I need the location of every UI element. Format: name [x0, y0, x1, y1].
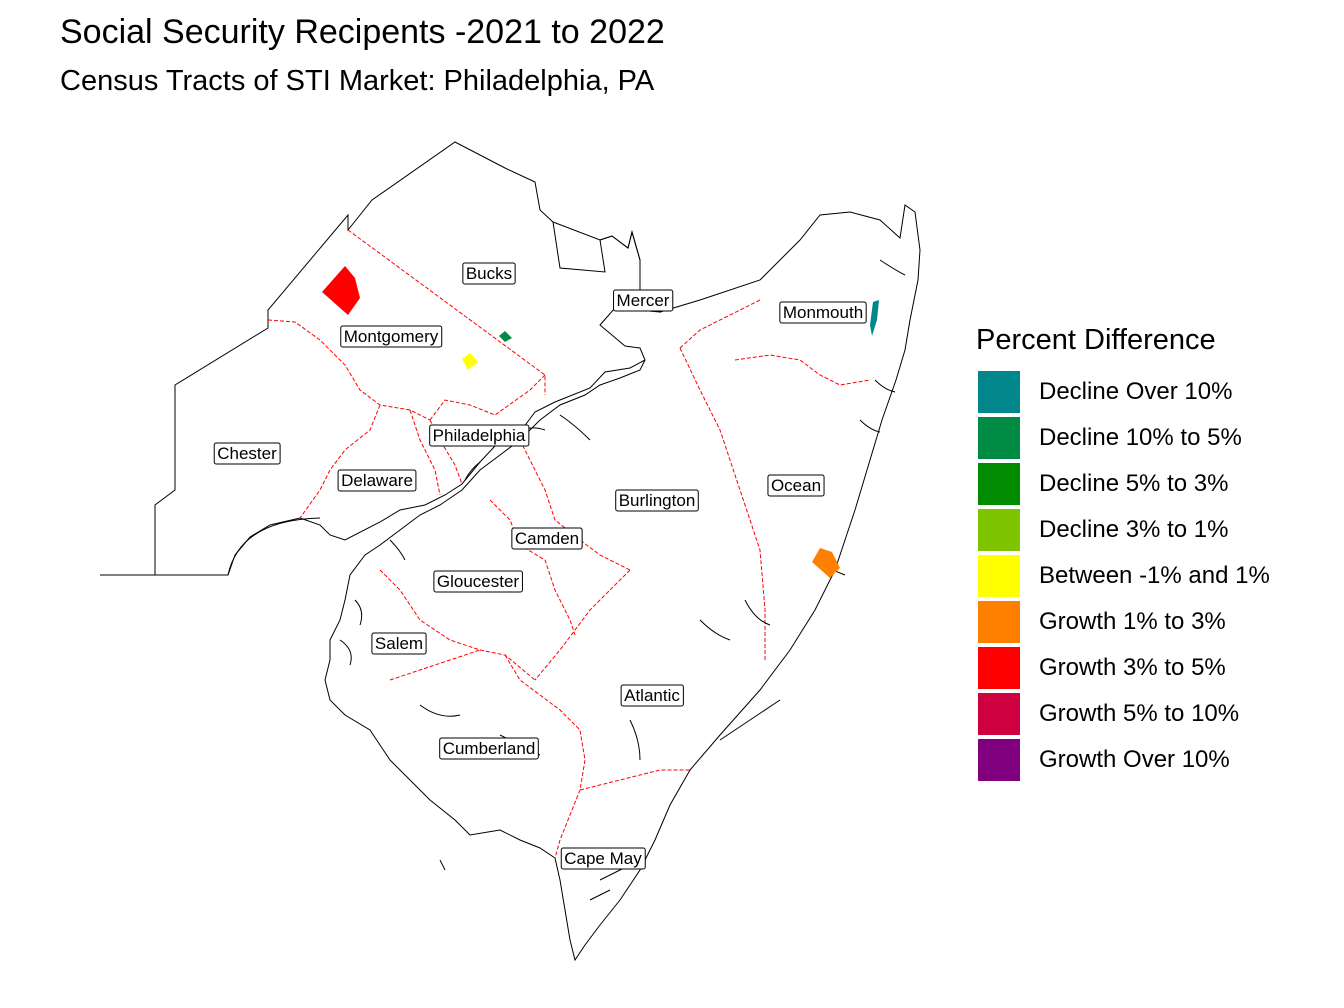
nj-outline	[324, 204, 921, 962]
county-name: Cumberland	[443, 739, 536, 758]
county-label-box	[613, 289, 674, 312]
legend-label: Growth Over 10%	[1039, 746, 1230, 773]
county-name: Gloucester	[437, 572, 520, 591]
county-name: Mercer	[617, 291, 670, 310]
county-labels: Bucks Mercer Monmouth Montgomery Philadelphi…	[213, 262, 867, 870]
county-label-box	[213, 442, 281, 465]
legend-swatch	[978, 509, 1020, 551]
legend-item: Growth Over 10%	[976, 737, 1270, 783]
legend-item: Decline Over 10%	[976, 369, 1270, 415]
legend-label: Decline Over 10%	[1039, 378, 1233, 405]
legend-item: Decline 3% to 1%	[976, 507, 1270, 553]
county-name: Philadelphia	[433, 426, 526, 445]
county-label-box	[433, 570, 523, 593]
county-name: Ocean	[771, 476, 821, 495]
tract-ocean-growth-1-3[interactable]	[812, 548, 840, 578]
legend-label: Growth 3% to 5%	[1039, 654, 1226, 681]
county-name: Cape May	[564, 849, 642, 868]
county-label-box	[340, 325, 443, 348]
county-label-cumberland: Cumberland	[439, 737, 539, 760]
legend-swatch	[978, 463, 1020, 505]
county-label-atlantic: Atlantic	[620, 684, 684, 707]
legend-swatch	[978, 693, 1020, 735]
tract-monmouth-decline-over-10[interactable]	[870, 300, 879, 336]
legend-label: Decline 10% to 5%	[1039, 424, 1242, 451]
county-label-camden: Camden	[511, 527, 583, 550]
county-label-mercer: Mercer	[613, 289, 674, 312]
county-name: Camden	[515, 529, 579, 548]
pa-outline	[100, 141, 662, 576]
county-name: Montgomery	[344, 327, 439, 346]
legend-item: Growth 3% to 5%	[976, 645, 1270, 691]
county-label-monmouth: Monmouth	[779, 301, 867, 324]
legend-item: Between -1% and 1%	[976, 553, 1270, 599]
legend-swatch	[978, 371, 1020, 413]
tract-montgomery-growth-3-5[interactable]	[322, 266, 360, 315]
legend-item: Growth 5% to 10%	[976, 691, 1270, 737]
legend-label: Decline 3% to 1%	[1039, 516, 1229, 543]
legend-label: Decline 5% to 3%	[1039, 470, 1229, 497]
map-subtitle: Census Tracts of STI Market: Philadelphi…	[60, 65, 655, 97]
legend-label: Growth 5% to 10%	[1039, 700, 1240, 727]
county-label-cape-may: Cape May	[560, 847, 646, 870]
legend-swatch	[978, 555, 1020, 597]
legend-items: Decline Over 10% Decline 10% to 5% Decline…	[976, 369, 1270, 783]
county-name: Bucks	[466, 264, 512, 283]
county-name: Monmouth	[783, 303, 863, 322]
county-name: Atlantic	[624, 686, 680, 705]
legend-item: Decline 5% to 3%	[976, 461, 1270, 507]
county-boundaries	[267, 229, 871, 859]
county-label-box	[767, 474, 825, 497]
county-label-bucks: Bucks	[462, 262, 516, 285]
legend-swatch	[978, 417, 1020, 459]
county-label-box	[371, 632, 427, 655]
county-label-box	[337, 469, 417, 492]
legend-item: Growth 1% to 3%	[976, 599, 1270, 645]
county-label-box	[511, 527, 583, 550]
county-label-philadelphia: Philadelphia	[429, 424, 530, 447]
county-name: Chester	[217, 444, 277, 463]
county-label-gloucester: Gloucester	[433, 570, 523, 593]
county-name: Burlington	[619, 491, 696, 510]
legend: Percent Difference Decline Over 10% Decli…	[976, 320, 1270, 783]
county-label-box	[439, 737, 539, 760]
legend-item: Decline 10% to 5%	[976, 415, 1270, 461]
legend-label: Between -1% and 1%	[1039, 562, 1270, 589]
tract-bucks-decline-10-5[interactable]	[499, 331, 512, 342]
county-label-montgomery: Montgomery	[340, 325, 443, 348]
legend-swatch	[978, 647, 1020, 689]
county-label-box	[779, 301, 867, 324]
waterways	[339, 259, 906, 901]
county-label-box	[615, 489, 699, 512]
county-label-box	[462, 262, 516, 285]
county-name: Delaware	[341, 471, 413, 490]
county-label-box	[620, 684, 684, 707]
delaware-arc	[227, 517, 321, 576]
map-title: Social Security Recipents -2021 to 2022	[60, 13, 665, 51]
county-name: Salem	[375, 634, 423, 653]
county-label-box	[429, 424, 530, 447]
county-label-chester: Chester	[213, 442, 281, 465]
tract-montgomery-between[interactable]	[462, 353, 478, 370]
legend-title: Percent Difference	[976, 324, 1216, 356]
county-label-ocean: Ocean	[767, 474, 825, 497]
county-label-box	[560, 847, 646, 870]
legend-swatch	[978, 601, 1020, 643]
legend-swatch	[978, 739, 1020, 781]
legend-label: Growth 1% to 3%	[1039, 608, 1226, 635]
county-label-salem: Salem	[371, 632, 427, 655]
county-label-burlington: Burlington	[615, 489, 699, 512]
county-label-delaware: Delaware	[337, 469, 417, 492]
